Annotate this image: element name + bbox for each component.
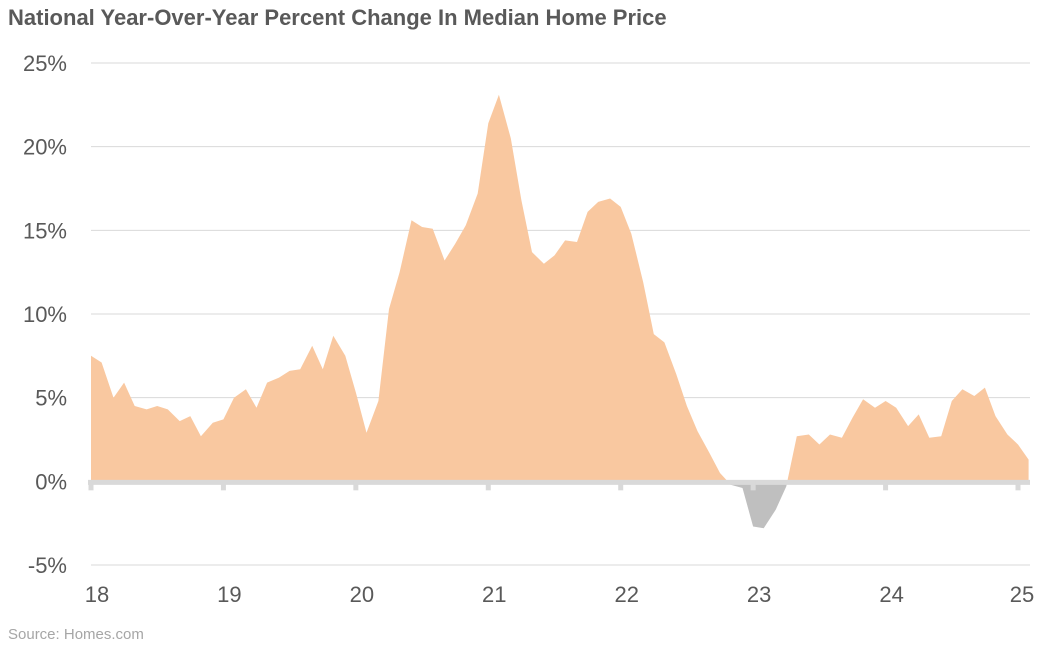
x-tick-label: 25 (1010, 582, 1034, 607)
x-tick-label: 20 (350, 582, 374, 607)
chart-title: National Year-Over-Year Percent Change I… (8, 5, 667, 30)
x-axis (88, 479, 1030, 491)
x-tick-label: 22 (614, 582, 638, 607)
negative-area (727, 481, 788, 529)
y-tick-label: 5% (35, 386, 67, 411)
y-tick-label: 15% (23, 218, 67, 243)
y-tick-labels: 25% 20% 15% 10% 5% 0% -5% (23, 51, 67, 578)
x-tick-label: 24 (879, 582, 903, 607)
y-tick-label: 20% (23, 135, 67, 160)
data-areas (91, 94, 1029, 529)
source-note: Source: Homes.com (8, 626, 144, 643)
x-tick-label: 18 (85, 582, 109, 607)
y-tick-label: -5% (28, 553, 67, 578)
y-tick-label: 10% (23, 302, 67, 327)
y-tick-label: 0% (35, 469, 67, 494)
positive-area (91, 94, 728, 482)
x-tick-label: 21 (482, 582, 506, 607)
y-tick-label: 25% (23, 51, 67, 76)
x-tick-label: 23 (747, 582, 771, 607)
positive-area (787, 387, 1029, 482)
x-tick-label: 19 (217, 582, 241, 607)
x-tick-labels: 18 19 20 21 22 23 24 25 (85, 582, 1034, 607)
